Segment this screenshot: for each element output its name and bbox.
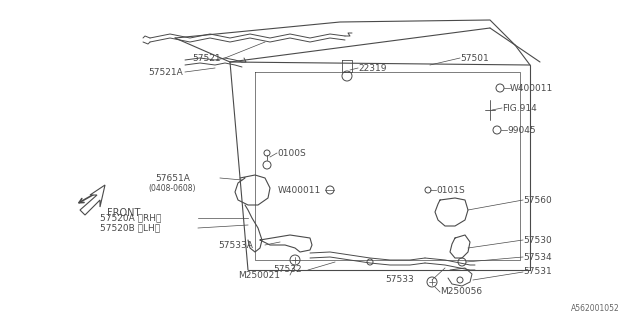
Text: 57651A: 57651A — [155, 173, 190, 182]
Text: 0101S: 0101S — [436, 186, 465, 195]
Text: 57560: 57560 — [523, 196, 552, 204]
Text: 57520B 〈LH〉: 57520B 〈LH〉 — [100, 223, 160, 233]
Text: 57501: 57501 — [460, 53, 489, 62]
Polygon shape — [80, 185, 105, 215]
Text: 22319: 22319 — [358, 63, 387, 73]
Text: (0408-0608): (0408-0608) — [148, 183, 195, 193]
Text: 57530: 57530 — [523, 236, 552, 244]
Text: 0100S: 0100S — [277, 148, 306, 157]
Text: 57533A: 57533A — [218, 241, 253, 250]
Text: 57531: 57531 — [523, 268, 552, 276]
Text: W400011: W400011 — [510, 84, 553, 92]
Text: W400011: W400011 — [278, 186, 321, 195]
Text: 57533: 57533 — [385, 276, 413, 284]
Text: M250021: M250021 — [238, 270, 280, 279]
Text: 57521A: 57521A — [148, 68, 183, 76]
Text: 57532: 57532 — [273, 266, 301, 275]
Text: 57521: 57521 — [192, 53, 221, 62]
Text: 99045: 99045 — [507, 125, 536, 134]
Text: FIG.914: FIG.914 — [502, 103, 537, 113]
Text: M250056: M250056 — [440, 287, 482, 297]
Text: A562001052: A562001052 — [572, 304, 620, 313]
Text: FRONT: FRONT — [107, 208, 140, 218]
Text: 57520A 〈RH〉: 57520A 〈RH〉 — [100, 213, 161, 222]
Text: 57534: 57534 — [523, 252, 552, 261]
